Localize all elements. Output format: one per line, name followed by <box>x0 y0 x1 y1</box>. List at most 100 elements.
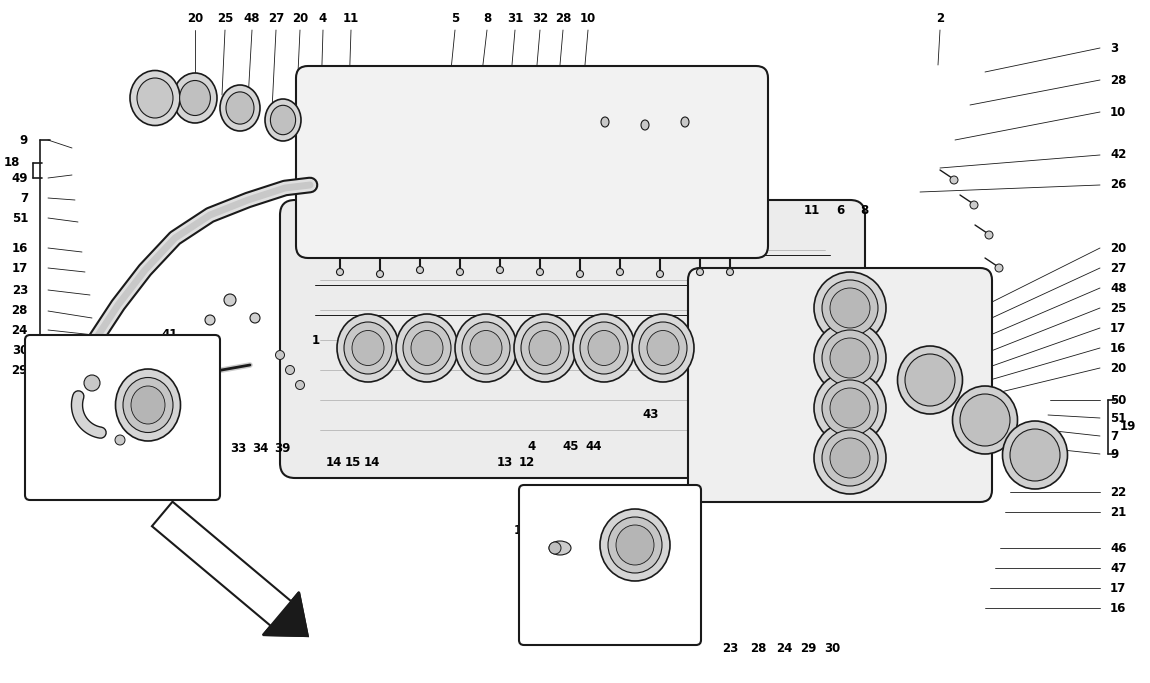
Ellipse shape <box>276 350 284 359</box>
Ellipse shape <box>830 288 871 328</box>
Text: 18: 18 <box>33 382 49 395</box>
Ellipse shape <box>337 268 344 275</box>
Ellipse shape <box>814 422 886 494</box>
Text: 19: 19 <box>514 523 530 537</box>
Text: 19: 19 <box>1120 421 1136 434</box>
Ellipse shape <box>822 380 877 436</box>
Ellipse shape <box>130 70 181 126</box>
Text: 3: 3 <box>1110 42 1118 55</box>
Polygon shape <box>263 592 308 636</box>
Text: 48: 48 <box>1110 281 1127 294</box>
Text: 42: 42 <box>1110 148 1126 161</box>
Text: 14: 14 <box>363 456 381 469</box>
Ellipse shape <box>588 331 620 365</box>
Ellipse shape <box>514 314 576 382</box>
Text: 52: 52 <box>524 522 540 535</box>
Text: 30: 30 <box>12 344 28 357</box>
Text: 36: 36 <box>140 387 156 400</box>
Text: 14: 14 <box>325 456 343 469</box>
Ellipse shape <box>416 266 423 273</box>
Ellipse shape <box>131 386 164 424</box>
Text: 33: 33 <box>230 441 246 454</box>
Text: 28: 28 <box>750 641 766 654</box>
FancyBboxPatch shape <box>519 485 702 645</box>
Text: 10: 10 <box>1110 105 1126 118</box>
Text: 31: 31 <box>507 12 523 25</box>
Text: 9: 9 <box>532 542 540 555</box>
Text: 48: 48 <box>244 12 260 25</box>
Text: 8: 8 <box>860 204 868 217</box>
Text: 30: 30 <box>823 641 841 654</box>
Polygon shape <box>152 502 308 636</box>
Text: 27: 27 <box>1110 262 1126 275</box>
Ellipse shape <box>172 73 217 123</box>
Text: 9: 9 <box>1110 447 1118 460</box>
Text: 38: 38 <box>140 348 156 361</box>
Text: 10: 10 <box>580 12 596 25</box>
Ellipse shape <box>123 378 172 432</box>
Text: 49: 49 <box>44 393 60 406</box>
Text: 9: 9 <box>20 133 28 146</box>
Text: 23: 23 <box>722 641 738 654</box>
Text: 32: 32 <box>531 12 549 25</box>
Ellipse shape <box>396 314 458 382</box>
Text: 4: 4 <box>319 12 327 25</box>
Text: 17: 17 <box>12 262 28 275</box>
Ellipse shape <box>1003 421 1067 489</box>
Text: 2: 2 <box>936 12 944 25</box>
Ellipse shape <box>897 346 963 414</box>
Ellipse shape <box>814 322 886 394</box>
Text: 52: 52 <box>44 413 60 426</box>
Text: 41: 41 <box>162 329 178 342</box>
Ellipse shape <box>84 375 100 391</box>
Ellipse shape <box>337 314 399 382</box>
Text: 34: 34 <box>252 441 268 454</box>
Text: 50: 50 <box>1110 393 1126 406</box>
Text: 11: 11 <box>804 204 820 217</box>
Text: USA - CDN: USA - CDN <box>100 438 172 451</box>
Ellipse shape <box>205 315 215 325</box>
Ellipse shape <box>616 525 654 565</box>
Ellipse shape <box>352 331 384 365</box>
FancyBboxPatch shape <box>688 268 992 502</box>
Text: 9: 9 <box>52 369 60 382</box>
Ellipse shape <box>600 509 670 581</box>
Ellipse shape <box>580 322 628 374</box>
Text: 20: 20 <box>1110 242 1126 255</box>
Ellipse shape <box>549 542 561 554</box>
Ellipse shape <box>657 270 664 277</box>
Ellipse shape <box>952 386 1018 454</box>
Ellipse shape <box>639 322 687 374</box>
Text: 7: 7 <box>1110 430 1118 443</box>
Text: USA - CDN: USA - CDN <box>605 563 677 576</box>
Text: 43: 43 <box>643 408 659 421</box>
Text: 22: 22 <box>1110 486 1126 499</box>
Text: 37: 37 <box>140 367 156 380</box>
Ellipse shape <box>470 331 503 365</box>
Ellipse shape <box>608 517 662 573</box>
Text: 29: 29 <box>12 363 28 376</box>
Ellipse shape <box>411 331 443 365</box>
Text: 18: 18 <box>3 156 20 169</box>
Ellipse shape <box>950 176 958 184</box>
Text: 24: 24 <box>776 641 792 654</box>
Text: 16: 16 <box>1110 342 1126 354</box>
Text: 49: 49 <box>12 171 28 184</box>
Text: 28: 28 <box>12 305 28 318</box>
Ellipse shape <box>814 372 886 444</box>
Text: 5: 5 <box>451 12 459 25</box>
Ellipse shape <box>270 105 296 135</box>
Text: 26: 26 <box>1110 178 1126 191</box>
Text: 15: 15 <box>345 456 361 469</box>
Text: 8: 8 <box>483 12 491 25</box>
Ellipse shape <box>830 388 871 428</box>
Ellipse shape <box>995 264 1003 272</box>
Ellipse shape <box>549 541 572 555</box>
Text: 21: 21 <box>1110 505 1126 518</box>
Ellipse shape <box>616 268 623 275</box>
Text: 24: 24 <box>12 324 28 337</box>
Ellipse shape <box>457 268 463 275</box>
Text: 16: 16 <box>1110 602 1126 615</box>
Text: 17: 17 <box>1110 581 1126 594</box>
Ellipse shape <box>497 266 504 273</box>
